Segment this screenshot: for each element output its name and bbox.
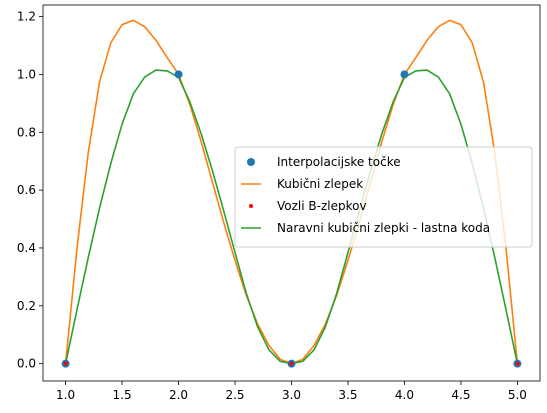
legend-swatch bbox=[249, 204, 253, 208]
x-tick-label: 4.5 bbox=[451, 388, 470, 402]
x-tick-label: 1.5 bbox=[113, 388, 132, 402]
data-point-2 bbox=[289, 361, 294, 366]
legend: Interpolacijske točke Kubični zlepek Vozli… bbox=[234, 146, 533, 248]
legend-label: Naravni kubični zlepki - lastna koda bbox=[277, 221, 490, 235]
x-tick-label: 3.5 bbox=[338, 388, 357, 402]
y-tick-label: 0.8 bbox=[17, 125, 36, 139]
x-tick-label: 1.0 bbox=[56, 388, 75, 402]
y-tick-label: 1.2 bbox=[17, 10, 36, 24]
x-axis: 1.0 1.5 2.0 2.5 3.0 3.5 4.0 4.5 5.0 bbox=[56, 381, 527, 402]
data-point-0 bbox=[400, 70, 409, 79]
legend-swatch bbox=[247, 158, 255, 166]
x-tick-label: 4.0 bbox=[395, 388, 414, 402]
legend-label: Kubični zlepek bbox=[277, 177, 363, 191]
x-tick-label: 3.0 bbox=[282, 388, 301, 402]
legend-label: Vozli B-zlepkov bbox=[277, 199, 367, 213]
legend-box bbox=[234, 146, 533, 248]
data-point-0 bbox=[174, 70, 183, 79]
data-point-2 bbox=[515, 361, 520, 366]
y-tick-label: 1.0 bbox=[17, 67, 36, 81]
series-layer bbox=[61, 19, 522, 368]
y-axis: 0.0 0.2 0.4 0.6 0.8 1.0 1.2 bbox=[17, 10, 43, 371]
x-tick-label: 2.5 bbox=[225, 388, 244, 402]
x-tick-label: 5.0 bbox=[508, 388, 527, 402]
x-tick-label: 2.0 bbox=[169, 388, 188, 402]
y-tick-label: 0.6 bbox=[17, 183, 36, 197]
y-tick-label: 0.2 bbox=[17, 299, 36, 313]
legend-label: Interpolacijske točke bbox=[277, 155, 401, 169]
y-tick-label: 0.4 bbox=[17, 241, 36, 255]
y-tick-label: 0.0 bbox=[17, 357, 36, 371]
data-point-2 bbox=[63, 361, 68, 366]
